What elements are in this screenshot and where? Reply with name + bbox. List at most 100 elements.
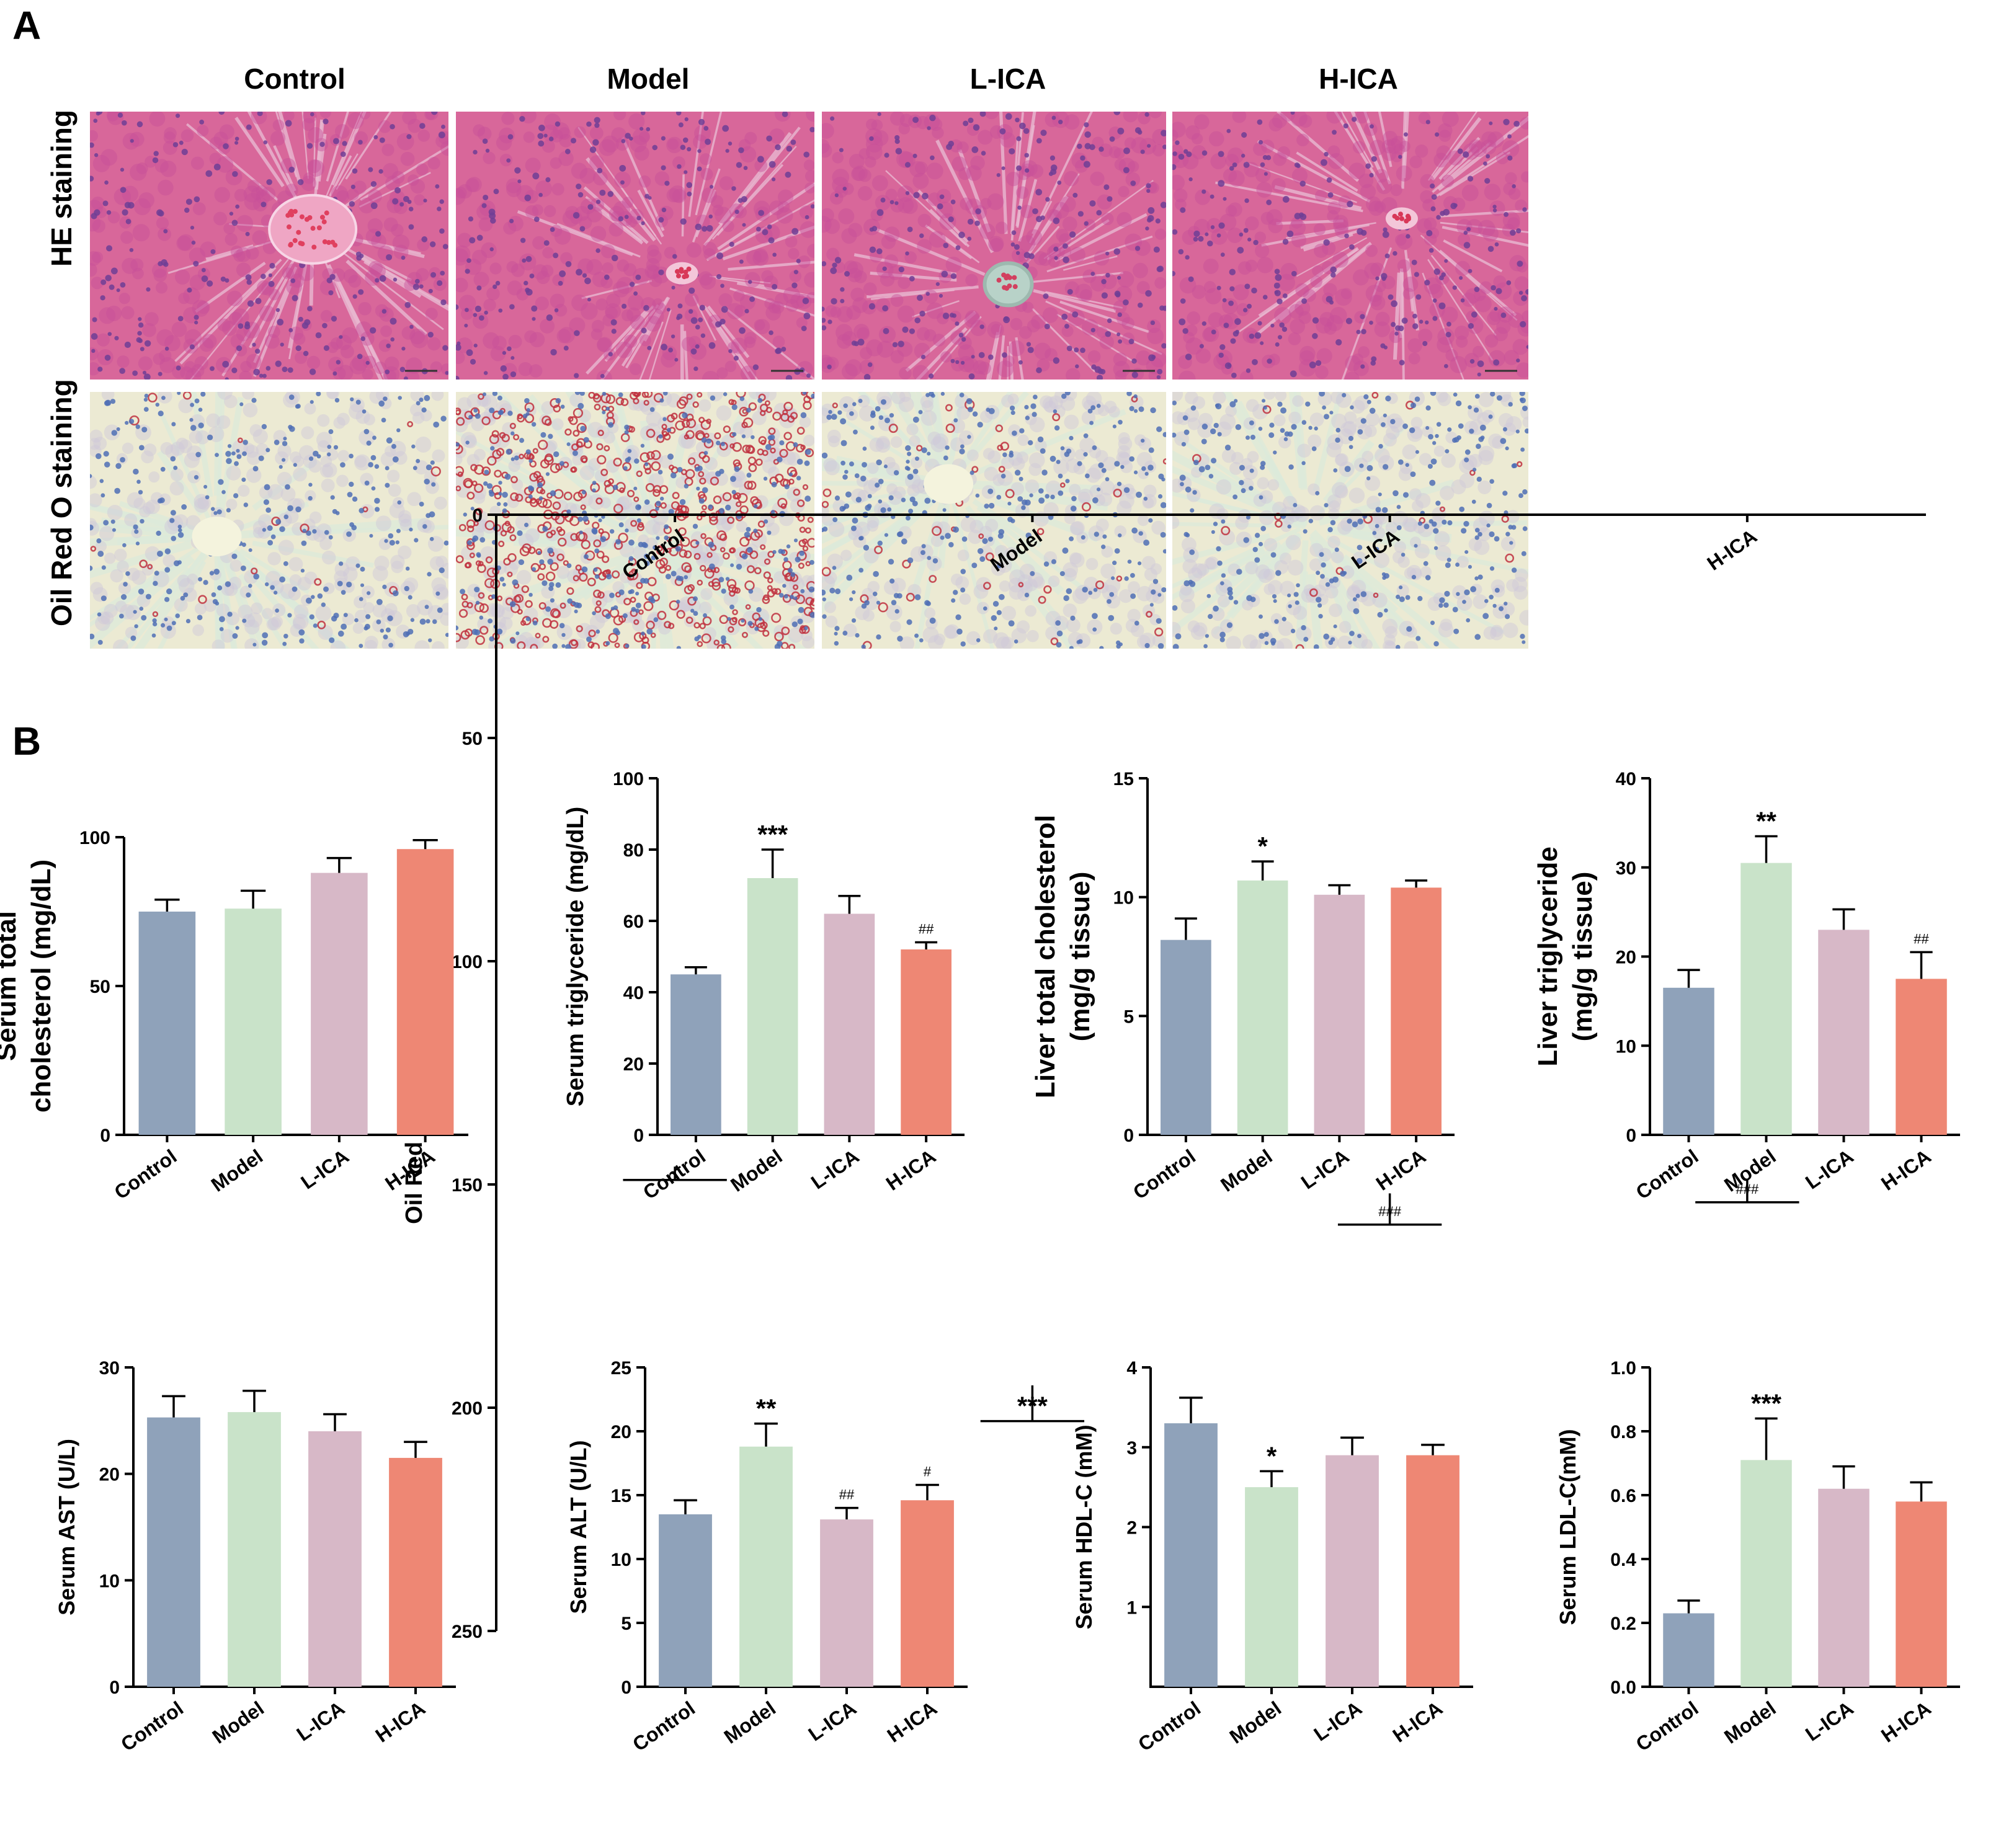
y-tick-label: 0 [633,1126,644,1146]
y-axis-label: Liver total cholesterol [1030,815,1061,1098]
significance-mark: ** [1756,806,1776,835]
y-axis-label: Serum triglyceride (mg/dL) [563,807,589,1107]
y-tick-label: 5 [621,1614,631,1634]
y-tick-label: 0 [621,1677,631,1698]
significance-mark: ** [756,1394,777,1423]
y-tick-label: 2 [1126,1518,1137,1539]
y-tick-label: 50 [90,977,110,997]
x-tick-label: L-ICA [804,1697,860,1745]
column-title-control: Control [118,62,471,96]
y-axis-label-line2: cholesterol (mg/dL) [26,860,56,1113]
y-tick-label: 10 [1616,1036,1636,1057]
y-tick-label: 100 [613,769,644,789]
bar-l-ica [1314,895,1365,1135]
bar-control [659,1514,712,1687]
y-tick-label: 40 [1616,769,1636,789]
significance-mark: * [1267,1441,1277,1470]
micrograph-oil-l-ica [822,392,1166,649]
y-axis-label: Serum ALT (U/L) [566,1441,591,1614]
x-tick-label: Control [1134,1697,1205,1756]
bar-l-ica [824,914,875,1135]
x-tick-label: H-ICA [1877,1145,1935,1194]
column-title-model: Model [471,62,825,96]
y-tick-label: 4 [1126,1358,1137,1379]
y-tick-label: 5 [1123,1006,1134,1027]
row-label-he-staining: HE staining [45,110,78,267]
y-axis-label-line2: (mg/g tissue) [1567,872,1598,1042]
x-tick-label: Model [726,1145,786,1196]
x-tick-label: H-ICA [1877,1697,1935,1746]
y-tick-label: 0 [1123,1126,1134,1146]
bar-l-ica [1818,1489,1870,1687]
y-tick-label: 0.4 [1610,1550,1636,1570]
bar-control [671,974,721,1135]
x-tick-label: Control [1129,1145,1200,1204]
bar-model [739,1447,793,1687]
column-title-h-ica: H-ICA [1182,62,1535,96]
micrograph-he-l-ica [822,112,1166,380]
micrograph-oil-control [90,392,448,649]
column-title-l-ica: L-ICA [831,62,1185,96]
y-tick-label: 15 [611,1486,631,1506]
x-tick-label: H-ICA [1372,1145,1430,1194]
significance-mark: # [924,1464,932,1480]
y-tick-label: 0 [109,1677,120,1698]
y-tick-label: 25 [611,1358,631,1379]
significance-mark: ## [839,1487,855,1503]
panel-b-letter: B [12,718,41,764]
y-axis-label-line2: (mg/g tissue) [1065,872,1095,1042]
y-axis-label: Serum LDL-C(mM) [1555,1429,1580,1625]
significance-mark: *** [757,820,788,849]
bar-model [1245,1487,1298,1687]
y-tick-label: 0.0 [1610,1677,1636,1698]
y-tick-label: 50 [462,729,483,749]
x-tick-label: Control [639,1145,710,1204]
bar-model [1740,863,1792,1135]
y-tick-label: 0 [100,1126,110,1146]
y-tick-label: 60 [623,912,644,932]
y-tick-label: 20 [1616,948,1636,968]
bar-control [1663,1614,1714,1687]
x-tick-label: H-ICA [372,1697,429,1746]
bar-model [747,878,798,1135]
bar-h-ica [1391,887,1442,1135]
bar-model [228,1412,281,1687]
y-tick-label: 100 [79,828,110,848]
y-tick-label: 20 [611,1422,631,1442]
bar-control [1663,988,1714,1135]
x-tick-label: L-ICA [1801,1697,1858,1745]
bar-h-ica [1896,1501,1947,1687]
y-tick-label: 0.8 [1610,1422,1636,1442]
x-tick-label: Model [720,1697,780,1748]
x-tick-label: H-ICA [1703,525,1760,574]
x-tick-label: L-ICA [807,1145,863,1193]
x-tick-label: Model [1720,1145,1780,1196]
y-tick-label: 10 [611,1550,631,1570]
x-tick-label: Control [110,1145,181,1204]
y-tick-label: 0.6 [1610,1486,1636,1506]
bar-model [1237,881,1288,1135]
y-tick-label: 0 [472,505,483,526]
y-tick-label: 20 [623,1054,644,1075]
bar-control [1161,940,1211,1135]
bar-h-ica [389,1458,442,1687]
x-tick-label: Control [117,1697,187,1756]
x-tick-label: L-ICA [296,1145,353,1193]
x-tick-label: H-ICA [882,1145,940,1194]
bar-l-ica [1326,1455,1379,1687]
x-tick-label: H-ICA [883,1697,941,1746]
bar-control [1164,1423,1218,1687]
y-tick-label: 0 [1626,1126,1636,1146]
